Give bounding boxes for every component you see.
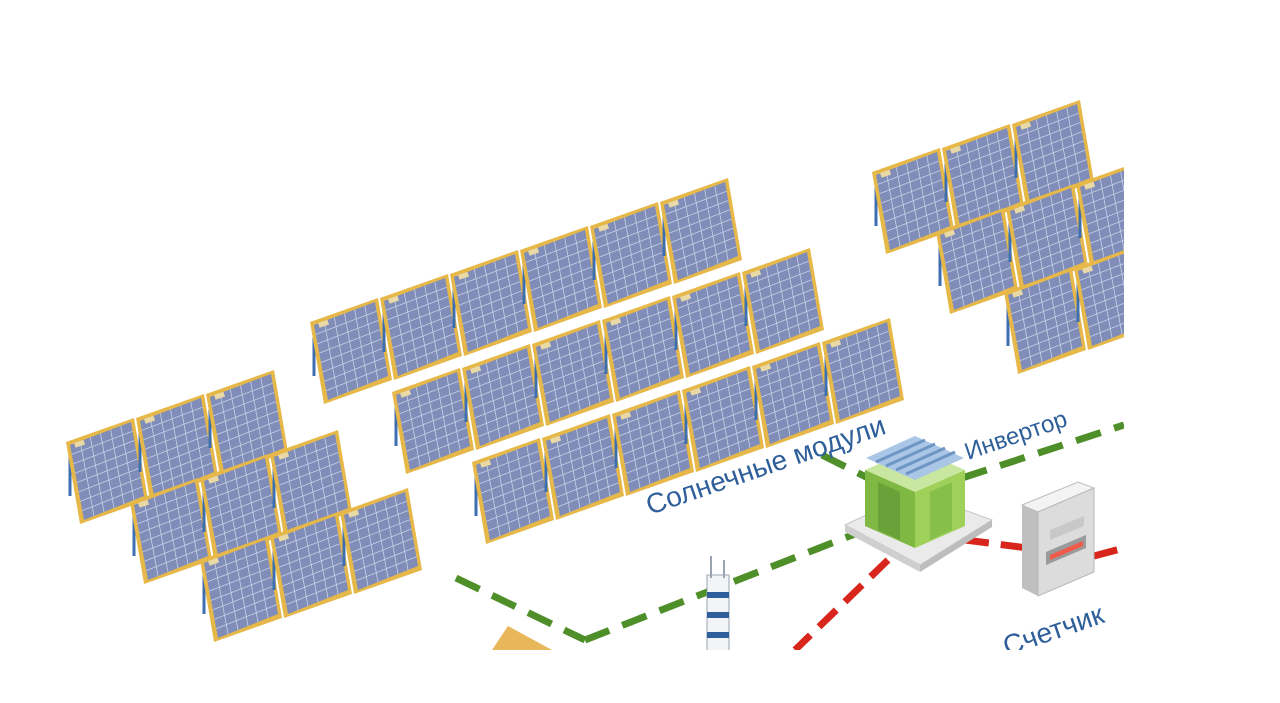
center-array-panel-3-6	[822, 318, 904, 424]
inverter-icon	[843, 436, 994, 572]
center-array-panel-2-1	[392, 368, 474, 474]
center-array-panel-2-5	[672, 272, 754, 378]
meter-icon	[1020, 481, 1096, 597]
left-array-panel-3-1	[200, 536, 282, 642]
dc-cabling	[454, 421, 1124, 644]
solar-panel-arrays	[66, 100, 1226, 642]
center-array-panel-2-4	[602, 296, 684, 402]
label-meter: Счетчик	[999, 598, 1109, 662]
right-array-panel-1-2	[942, 124, 1024, 230]
left-array-panel-2-2	[200, 454, 282, 560]
left-array-panel-1-2	[136, 394, 218, 500]
left-array-panel-3-3	[340, 488, 422, 594]
center-array-panel-1-3	[450, 250, 532, 356]
right-array-panel-2-2	[1006, 184, 1088, 290]
dc-line-right	[960, 421, 1124, 482]
ac-line-meter-out	[1093, 544, 1124, 560]
ac-cabling	[792, 536, 1124, 650]
right-array-panel-3-3	[1144, 220, 1226, 326]
yellow-structure	[492, 626, 552, 650]
right-array-panel-1-3	[1012, 100, 1094, 206]
center-array-panel-2-6	[742, 248, 824, 354]
right-array-panel-3-2	[1074, 250, 1124, 350]
center-array-panel-2-3	[532, 320, 614, 426]
center-array-panel-1-5	[590, 202, 672, 308]
center-array-panel-3-5	[752, 342, 834, 448]
left-array-panel-1-1	[66, 418, 148, 524]
left-array-panel-3-2	[270, 512, 352, 618]
label-inverter: Инвертор	[961, 405, 1071, 465]
center-array-panel-3-3	[612, 390, 694, 496]
center-array-panel-3-4	[682, 366, 764, 472]
center-array-panel-1-6	[660, 178, 742, 284]
left-array-panel-2-1	[130, 478, 212, 584]
dc-line-left	[454, 574, 587, 644]
center-array-panel-1-2	[380, 274, 462, 380]
right-array-panel-3-1	[1004, 268, 1086, 374]
mast-icon	[706, 556, 730, 650]
center-array-panel-3-1	[472, 438, 554, 544]
center-array-panel-1-1	[310, 298, 392, 404]
center-array-panel-1-4	[520, 226, 602, 332]
center-array-panel-3-2	[542, 414, 624, 520]
center-array-panel-2-2	[462, 344, 544, 450]
dc-line-top	[820, 451, 874, 484]
left-array-panel-2-3	[270, 430, 352, 536]
ac-line-down	[792, 557, 891, 650]
right-array-panel-2-3	[1076, 167, 1124, 266]
ac-line-to-meter	[964, 536, 1029, 552]
right-array-panel-2-1	[936, 208, 1018, 314]
right-array-panel-1-1	[872, 148, 954, 254]
dc-line-bottom	[583, 528, 862, 644]
left-array-panel-1-3	[206, 370, 288, 476]
